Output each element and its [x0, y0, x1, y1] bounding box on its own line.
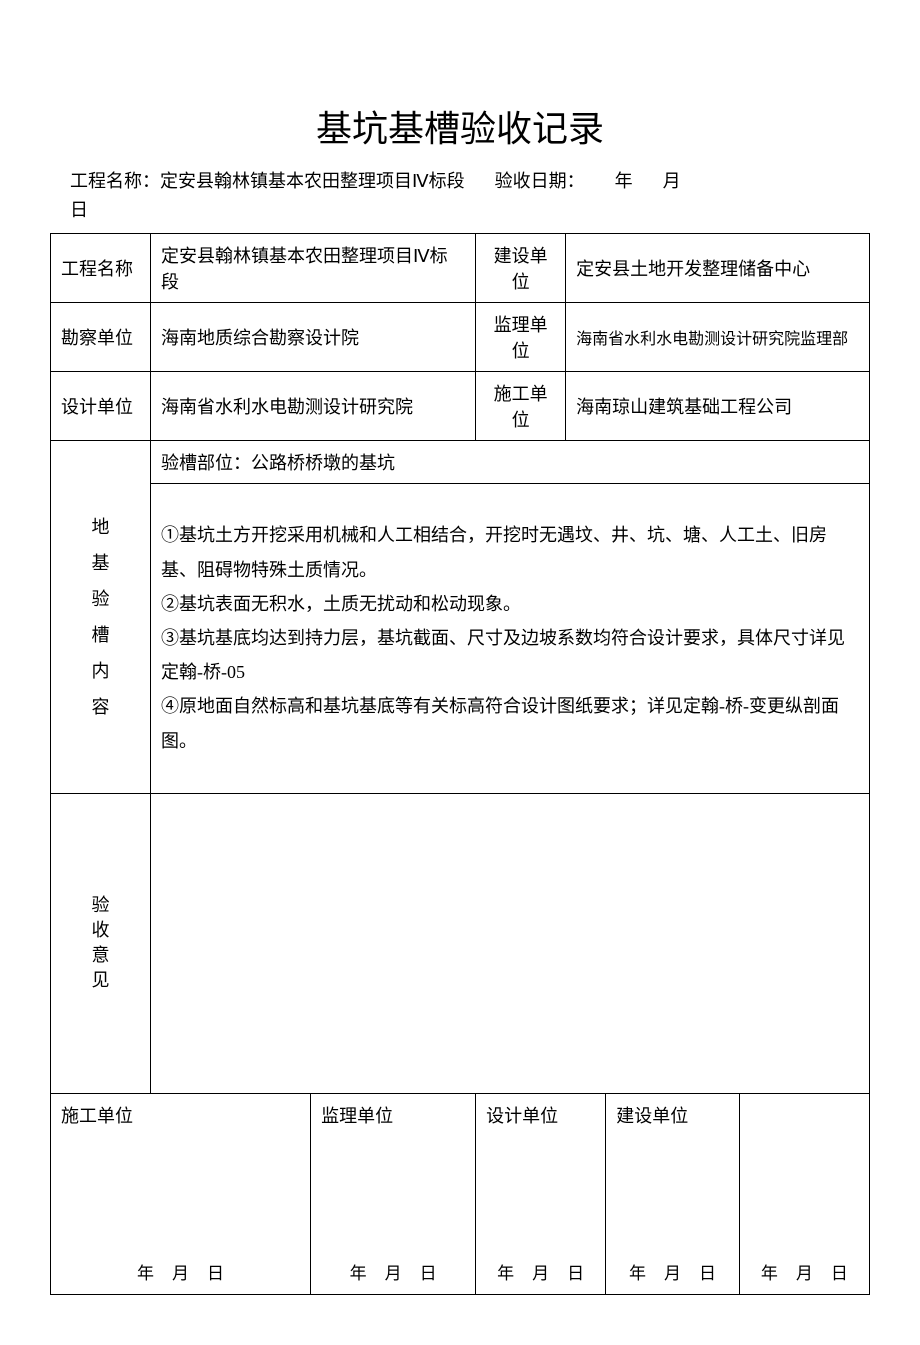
supervise-unit-value: 海南省水利水电勘测设计研究院监理部	[566, 302, 870, 371]
construct-unit-label: 施工单位	[476, 371, 566, 440]
design-unit-label: 设计单位	[51, 371, 151, 440]
build-unit-label: 建设单位	[476, 233, 566, 302]
opinion-body	[151, 793, 870, 1093]
project-label: 工程名称：	[70, 171, 160, 191]
construct-unit-value: 海南琼山建筑基础工程公司	[566, 371, 870, 440]
sig-design-label: 设计单位	[486, 1102, 595, 1128]
info-row-2: 勘察单位 海南地质综合勘察设计院 监理单位 海南省水利水电勘测设计研究院监理部	[51, 302, 870, 371]
content-header-row: 地基验槽内容 验槽部位：公路桥桥墩的基坑	[51, 440, 870, 483]
sig-build-label: 建设单位	[616, 1102, 729, 1128]
content-item-2: ②基坑表面无积水，土质无扰动和松动现象。	[161, 587, 859, 621]
sig-extra-cell: 年月日	[739, 1094, 869, 1294]
sig-design-cell: 设计单位 年月日	[476, 1094, 606, 1294]
opinion-char-2: 收	[61, 918, 140, 943]
month-label: 月	[663, 171, 681, 191]
opinion-char-1: 验	[61, 893, 140, 918]
survey-unit-value: 海南地质综合勘察设计院	[151, 302, 476, 371]
opinion-char-4: 见	[61, 968, 140, 993]
sig-build-cell: 建设单位 年月日	[606, 1094, 740, 1294]
sig-supervise-cell: 监理单位 年月日	[311, 1093, 476, 1294]
opinion-row: 验 收 意 见	[51, 793, 870, 1093]
main-table: 工程名称 定安县翰林镇基本农田整理项目Ⅳ标段 建设单位 定安县土地开发整理储备中…	[50, 233, 870, 1295]
content-item-3: ③基坑基底均达到持力层，基坑截面、尺寸及边坡系数均符合设计要求，具体尺寸详见定翰…	[161, 621, 859, 689]
content-body-row: ①基坑土方开挖采用机械和人工相结合，开挖时无遇坟、井、坑、塘、人工土、旧房基、阻…	[51, 483, 870, 793]
header-line: 工程名称：定安县翰林镇基本农田整理项目Ⅳ标段 验收日期： 年 月日	[50, 167, 870, 225]
date-label: 验收日期：	[495, 171, 585, 191]
sig-construct-date: 年月日	[51, 1259, 310, 1284]
info-row-3: 设计单位 海南省水利水电勘测设计研究院 施工单位 海南琼山建筑基础工程公司	[51, 371, 870, 440]
sig-construct-cell: 施工单位 年月日	[51, 1093, 311, 1294]
signature-row: 施工单位 年月日 监理单位 年月日 设计单位 年月日 建设单位 年月日	[51, 1093, 870, 1294]
build-unit-value: 定安县土地开发整理储备中心	[566, 233, 870, 302]
document-title: 基坑基槽验收记录	[50, 100, 870, 152]
content-item-4: ④原地面自然标高和基坑基底等有关标高符合设计图纸要求；详见定翰-桥-变更纵剖面图…	[161, 689, 859, 757]
sig-supervise-date: 年月日	[311, 1259, 475, 1284]
sig-construct-label: 施工单位	[61, 1102, 300, 1128]
project-value: 定安县翰林镇基本农田整理项目Ⅳ标段	[160, 171, 465, 191]
sig-design-build-wrapper: 设计单位 年月日 建设单位 年月日 年月日	[476, 1093, 870, 1294]
location-cell: 验槽部位：公路桥桥墩的基坑	[151, 440, 870, 483]
sig-supervise-label: 监理单位	[321, 1102, 465, 1128]
sig-build-date: 年月日	[606, 1259, 739, 1284]
sig-design-date: 年月日	[476, 1259, 605, 1284]
sig-extra-date: 年月日	[740, 1259, 869, 1284]
project-name-value: 定安县翰林镇基本农田整理项目Ⅳ标段	[151, 233, 476, 302]
opinion-label: 验 收 意 见	[51, 793, 151, 1093]
content-section-label: 地基验槽内容	[51, 440, 151, 793]
supervise-unit-label: 监理单位	[476, 302, 566, 371]
content-body-cell: ①基坑土方开挖采用机械和人工相结合，开挖时无遇坟、井、坑、塘、人工土、旧房基、阻…	[151, 483, 870, 793]
content-item-1: ①基坑土方开挖采用机械和人工相结合，开挖时无遇坟、井、坑、塘、人工土、旧房基、阻…	[161, 518, 859, 586]
info-row-1: 工程名称 定安县翰林镇基本农田整理项目Ⅳ标段 建设单位 定安县土地开发整理储备中…	[51, 233, 870, 302]
opinion-char-3: 意	[61, 943, 140, 968]
design-unit-value: 海南省水利水电勘测设计研究院	[151, 371, 476, 440]
survey-unit-label: 勘察单位	[51, 302, 151, 371]
year-label: 年	[615, 171, 633, 191]
project-name-label: 工程名称	[51, 233, 151, 302]
day-label: 日	[70, 200, 88, 220]
